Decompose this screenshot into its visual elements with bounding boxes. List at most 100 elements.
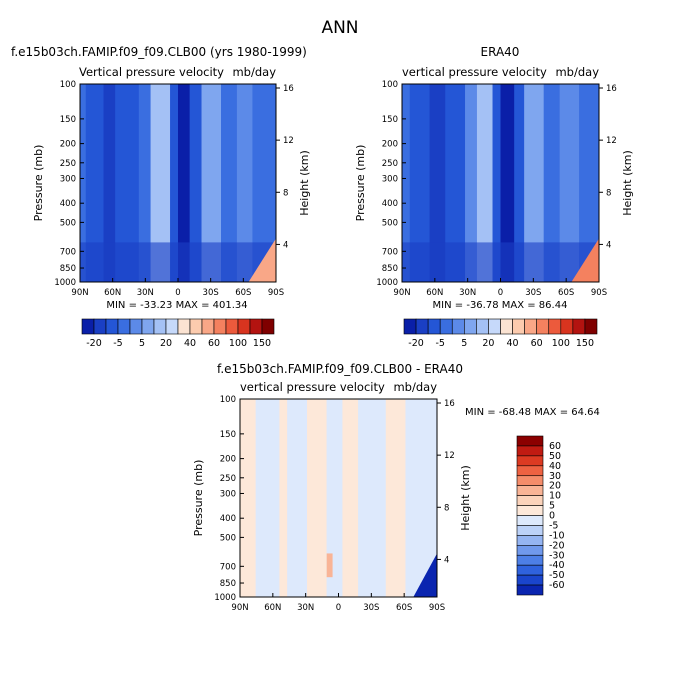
colorbar-label: 150	[576, 338, 594, 349]
field-band	[236, 84, 253, 282]
panel2-stats: MIN = -36.78 MAX = 86.44	[433, 300, 568, 311]
colorbar-swatch	[105, 318, 119, 335]
colorbar-label: -20	[549, 540, 565, 551]
colorbar-label: 20	[549, 481, 561, 492]
colorbar-swatch	[516, 495, 544, 506]
field-band	[80, 84, 86, 282]
colorbar-label: -60	[549, 580, 565, 591]
panel1-subtitle-left: Vertical pressure velocity	[79, 65, 224, 79]
right-tick-label: 4	[606, 240, 611, 250]
x-tick-label: 60N	[426, 288, 443, 298]
colorbar-label: 100	[552, 338, 570, 349]
y-axis-label: Pressure (mb)	[354, 145, 367, 222]
right-tick-label: 4	[283, 240, 288, 250]
colorbar-swatch	[516, 465, 544, 477]
colorbar-swatch	[516, 564, 544, 576]
y-tick-label: 100	[220, 395, 236, 405]
colorbar-label: 40	[507, 338, 519, 349]
field-band	[445, 84, 466, 282]
colorbar-swatch	[141, 318, 155, 335]
field-band	[189, 84, 202, 282]
colorbar-swatch	[524, 318, 537, 335]
colorbar-label: 60	[208, 338, 220, 349]
right-tick-label: 12	[283, 136, 294, 146]
colorbar-swatch	[516, 475, 544, 486]
y-tick-label: 300	[220, 489, 236, 499]
y-tick-label: 500	[220, 533, 236, 543]
colorbar-swatch	[81, 318, 95, 335]
colorbar-obs: -20 -5 5 20 40 60 100 150	[403, 318, 598, 349]
field-band	[150, 84, 171, 282]
colorbar-swatch	[189, 318, 203, 335]
field-band	[326, 399, 343, 597]
field-band	[559, 84, 580, 282]
y-axis-label: Pressure (mb)	[192, 460, 205, 537]
panel3-subtitle-left: vertical pressure velocity	[240, 380, 385, 394]
x-tick-label: 90N	[393, 288, 410, 298]
field-band	[255, 399, 280, 597]
colorbar-swatch	[476, 318, 489, 335]
colorbar-model: -20 -5 5 20 40 60 100 150	[81, 318, 275, 349]
y-tick-label: 700	[382, 247, 398, 257]
field-band	[385, 399, 406, 597]
right-axis-label: Height (km)	[621, 150, 634, 216]
field-band	[80, 242, 276, 282]
colorbar-swatch	[177, 318, 191, 335]
colorbar-swatch	[261, 318, 275, 335]
colorbar-label: -30	[549, 550, 565, 561]
colorbar-swatch	[548, 318, 562, 335]
field-band	[429, 84, 446, 282]
x-tick-label: 60S	[396, 603, 412, 613]
colorbar-label: 5	[549, 501, 555, 512]
colorbar-label: -20	[86, 338, 102, 349]
x-tick-label: 30N	[459, 288, 476, 298]
y-tick-label: 850	[60, 264, 76, 274]
field-band	[342, 399, 359, 597]
field-band	[103, 84, 116, 282]
field-band	[476, 84, 493, 282]
x-tick-label: 60S	[558, 288, 574, 298]
y-tick-label: 1000	[376, 278, 398, 288]
x-tick-label: 30N	[137, 288, 154, 298]
colorbar-swatch	[516, 505, 544, 516]
field-band	[358, 399, 386, 597]
field-band	[492, 84, 501, 282]
colorbar-swatch	[225, 318, 239, 335]
field-band	[579, 84, 599, 282]
field-band	[524, 84, 544, 282]
right-tick-label: 12	[606, 136, 617, 146]
field-band	[571, 238, 599, 282]
colorbar-swatch	[584, 318, 598, 335]
field-band	[138, 84, 151, 282]
panel2-subtitle-left: vertical pressure velocity	[402, 65, 547, 79]
colorbar-label: 0	[549, 511, 555, 522]
field-band	[248, 238, 276, 282]
x-tick-label: 30S	[363, 603, 379, 613]
x-tick-label: 60N	[104, 288, 121, 298]
colorbar-swatch	[516, 455, 544, 467]
colorbar-swatch	[117, 318, 131, 335]
field-band	[252, 84, 276, 282]
panel-obs: 90N 60N 30N 0 30S 60S 90S 100 150 200 250 300 400 500…	[354, 80, 634, 298]
colorbar-swatch	[213, 318, 227, 335]
colorbar-swatch	[403, 318, 417, 335]
field-band	[306, 399, 327, 597]
x-tick-label: 90N	[71, 288, 88, 298]
y-tick-label: 200	[60, 140, 76, 150]
colorbar-label: -5	[435, 338, 444, 349]
y-tick-label: 150	[60, 115, 76, 125]
field-band	[178, 84, 190, 282]
colorbar-swatch	[129, 318, 143, 335]
field-band	[500, 84, 515, 282]
field-band	[402, 84, 410, 282]
y-tick-label: 400	[220, 514, 236, 524]
colorbar-label: 40	[184, 338, 196, 349]
field-band	[240, 399, 256, 597]
y-tick-label: 1000	[214, 593, 236, 603]
y-tick-label: 300	[382, 174, 398, 184]
x-tick-label: 30S	[525, 288, 541, 298]
panel-diff: 90N 60N 30N 0 30S 60S 90S 100 150 200 250 300 400 500…	[192, 395, 472, 613]
y-tick-label: 400	[382, 199, 398, 209]
colorbar-swatch	[516, 535, 544, 546]
